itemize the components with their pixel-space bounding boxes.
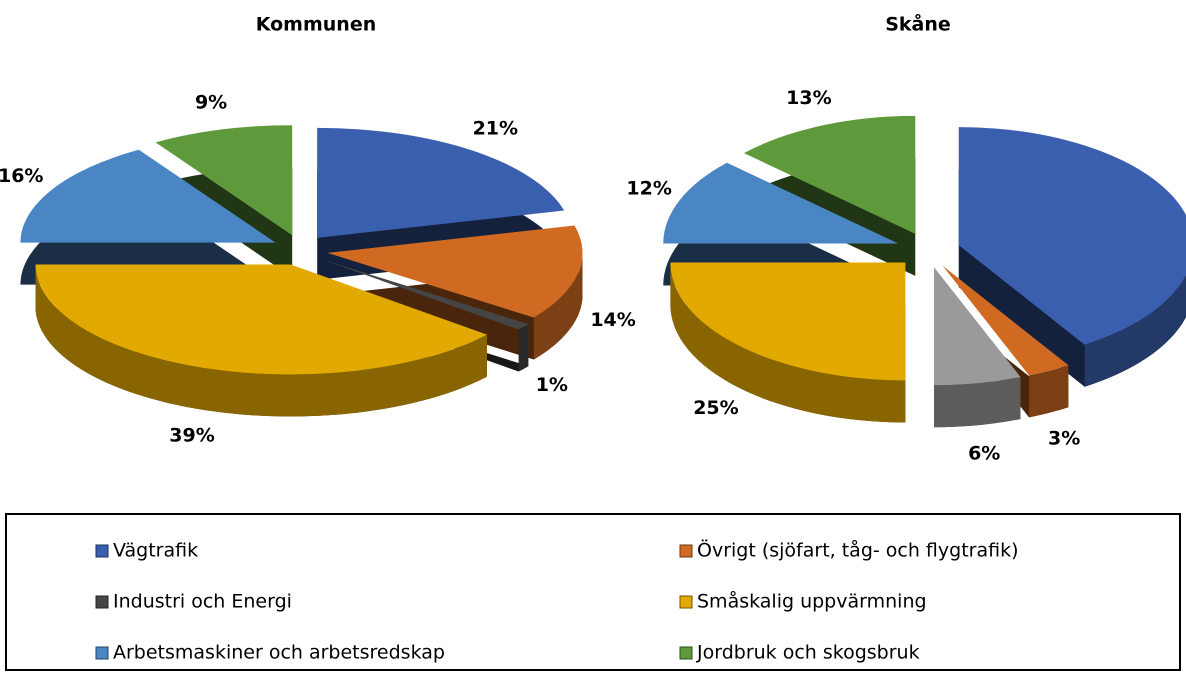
legend-label: Småskalig uppvärmning [697,590,927,613]
legend-label: Jordbruk och skogsbruk [696,642,920,664]
data-label: 14% [590,309,635,331]
data-label: 25% [693,397,738,419]
slice [35,264,487,375]
legend-swatch [679,544,693,558]
slice [20,149,276,243]
slice [155,125,293,236]
data-label: 9% [195,92,227,114]
data-label: 39% [169,424,214,446]
data-label: 21% [473,118,518,140]
slice [322,259,529,330]
slice-side [533,252,583,360]
slice-side [1029,365,1069,418]
slice [743,115,916,234]
data-label: 12% [626,178,671,200]
slice [958,127,1186,345]
slice-side [1084,275,1186,387]
legend-swatch [95,646,109,660]
slice [327,225,583,318]
chart-title: Kommunen [256,14,377,36]
data-label: 1% [536,374,568,396]
data-label: 3% [1048,428,1080,450]
legend-label: Övrigt (sjöfart, tåg- och flygtrafik) [697,539,1019,562]
data-label: 16% [0,165,43,187]
slice [933,267,1021,386]
slice-side [518,324,529,372]
slice-side [933,377,1021,428]
slice [942,265,1069,376]
slice [670,262,906,381]
legend-label: Arbetsmaskiner och arbetsredskap [113,642,445,664]
chart-title: Skåne [885,12,951,36]
data-label: 13% [786,87,831,109]
slice [663,162,899,244]
legend-label: Vägtrafik [113,540,198,562]
slice-side [35,264,487,417]
legend-swatch [95,544,109,558]
legend-swatch [679,595,693,609]
legend-swatch [95,595,109,609]
slice-side [670,262,906,423]
legend-box [5,513,1181,671]
slice [317,127,565,238]
legend-label: Industri och Energi [113,591,292,613]
data-label: 6% [968,443,1000,465]
legend-swatch [679,646,693,660]
